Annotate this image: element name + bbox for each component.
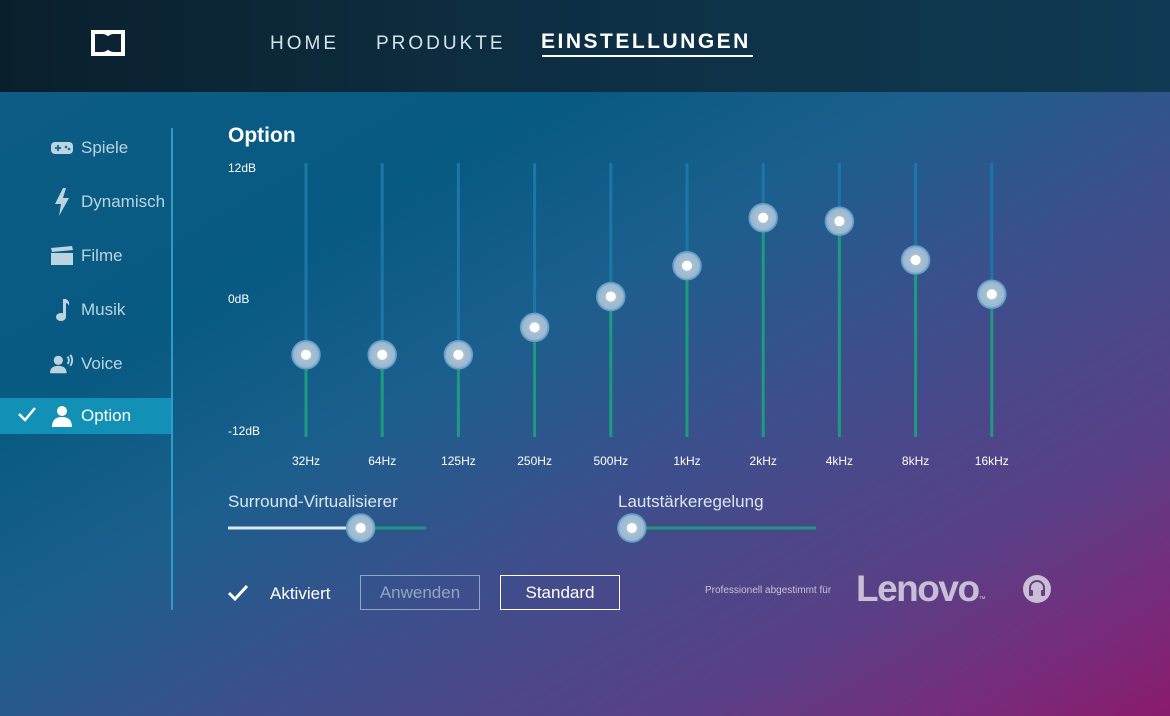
eq-band-knob[interactable] bbox=[443, 340, 474, 370]
sidebar-item-spiele[interactable]: Spiele bbox=[0, 130, 171, 166]
page-title: Option bbox=[228, 124, 296, 147]
sidebar-item-label: Musik bbox=[81, 300, 126, 319]
nav-produkte[interactable]: PRODUKTE bbox=[376, 33, 506, 54]
eq-band-label: 32Hz bbox=[292, 454, 320, 468]
voice-icon bbox=[50, 352, 74, 376]
gamepad-icon bbox=[50, 136, 74, 160]
person-icon bbox=[50, 404, 74, 428]
eq-band-knob[interactable] bbox=[519, 312, 550, 343]
db-label-bottom: -12dB bbox=[228, 424, 261, 438]
volume-slider-knob[interactable] bbox=[617, 513, 647, 543]
eq-band-knob[interactable] bbox=[900, 245, 931, 275]
brand-trademark: ™ bbox=[978, 596, 986, 603]
film-icon bbox=[50, 244, 74, 268]
sidebar-item-filme[interactable]: Filme bbox=[0, 238, 171, 274]
apply-button[interactable]: Anwenden bbox=[360, 575, 480, 610]
nav-active-underline bbox=[542, 55, 753, 57]
sidebar-item-label: Filme bbox=[81, 246, 123, 265]
eq-band-label: 16kHz bbox=[975, 454, 1009, 468]
eq-band-knob[interactable] bbox=[977, 279, 1007, 310]
headphone-icon bbox=[1023, 575, 1051, 603]
eq-band-label: 125Hz bbox=[441, 454, 476, 468]
surround-slider-knob[interactable] bbox=[345, 513, 376, 543]
sidebar-item-voice[interactable]: Voice bbox=[0, 346, 171, 382]
activated-label[interactable]: Aktiviert bbox=[270, 584, 331, 603]
nav-home[interactable]: HOME bbox=[270, 33, 339, 54]
eq-band-label: 1kHz bbox=[673, 454, 700, 468]
sidebar-item-option[interactable]: Option bbox=[0, 398, 171, 434]
tuned-for-label: Professionell abgestimmt für bbox=[705, 585, 832, 596]
eq-band-knob[interactable] bbox=[672, 251, 702, 281]
sidebar-divider bbox=[171, 128, 173, 610]
lightning-icon bbox=[50, 188, 74, 216]
brand-name: Lenovo bbox=[856, 568, 980, 609]
top-bar: HOME PRODUKTE EINSTELLUNGEN bbox=[0, 0, 1170, 92]
db-label-mid: 0dB bbox=[228, 292, 250, 306]
eq-band-label: 2kHz bbox=[750, 454, 777, 468]
eq-band-knob[interactable] bbox=[596, 281, 626, 312]
lenovo-logo: Lenovo™ bbox=[856, 568, 986, 610]
eq-band-label: 500Hz bbox=[593, 454, 628, 468]
eq-band-knob[interactable] bbox=[748, 203, 778, 233]
sidebar-item-label: Dynamisch bbox=[81, 192, 166, 211]
eq-band-label: 250Hz bbox=[517, 454, 552, 468]
eq-band-knob[interactable] bbox=[367, 340, 397, 370]
sidebar-item-label: Option bbox=[81, 406, 132, 425]
sidebar-item-musik[interactable]: Musik bbox=[0, 292, 171, 328]
music-note-icon bbox=[50, 298, 74, 322]
eq-band-label: 64Hz bbox=[368, 454, 396, 468]
activated-checkbox-icon[interactable] bbox=[226, 582, 250, 604]
eq-band-knob[interactable] bbox=[291, 340, 321, 370]
eq-band-knob[interactable] bbox=[824, 206, 855, 236]
sidebar-item-dynamisch[interactable]: Dynamisch bbox=[0, 184, 171, 220]
default-button[interactable]: Standard bbox=[500, 575, 620, 610]
eq-band-label: 4kHz bbox=[826, 454, 853, 468]
sidebar-item-label: Voice bbox=[81, 354, 123, 373]
surround-label: Surround-Virtualisierer bbox=[228, 492, 398, 511]
check-icon bbox=[17, 406, 37, 427]
dolby-logo-icon[interactable] bbox=[91, 30, 125, 56]
eq-band-label: 8kHz bbox=[902, 454, 929, 468]
nav-einstellungen[interactable]: EINSTELLUNGEN bbox=[541, 30, 751, 53]
volume-label: Lautstärkeregelung bbox=[618, 492, 764, 511]
sidebar-item-label: Spiele bbox=[81, 138, 129, 157]
db-label-top: 12dB bbox=[228, 161, 257, 175]
